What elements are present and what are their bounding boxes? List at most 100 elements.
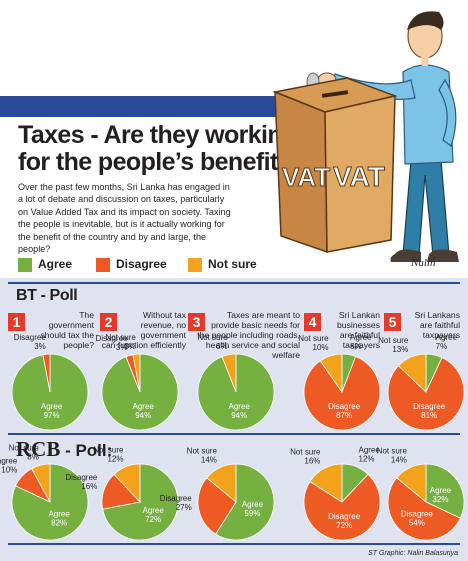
pie-value-disagree: 72% <box>336 521 352 530</box>
pie-label-disagree: Disagree <box>328 512 361 521</box>
pie-value-agree: 6% <box>350 342 362 351</box>
pie-value-disagree: 10% <box>1 465 17 474</box>
pie-value-disagree: 16% <box>81 482 97 491</box>
pie-value-disagree: 27% <box>176 503 192 512</box>
vat-label-left: VAT <box>282 162 330 192</box>
pie-label-agree: Agree <box>133 402 155 411</box>
pie-slice-not-sure <box>309 463 343 503</box>
pie-label-disagree: Disagree <box>0 456 18 465</box>
pie-label-agree: Agree <box>350 333 372 342</box>
legend: Agree Disagree Not sure <box>18 257 258 273</box>
legend-swatch-disagree <box>96 258 110 272</box>
pie-slice-disagree <box>387 477 461 541</box>
question-number-4: 4 <box>304 313 321 331</box>
pie-slice-not-sure <box>31 463 51 503</box>
pie-value-not-sure: 14% <box>391 455 407 464</box>
pie-slice-agree <box>215 463 275 541</box>
pie-label-agree: Agree <box>142 506 164 515</box>
banner-suffix: Poll: <box>74 3 110 20</box>
question-1: 1 The government should tax the people? <box>8 310 94 356</box>
pie-slice-not-sure <box>397 353 427 393</box>
pie-value-not-sure: 14% <box>201 455 217 464</box>
pie-label-agree: Agree <box>41 402 63 411</box>
pie-value-disagree: 81% <box>421 411 437 420</box>
question-text-1: The government should tax the people? <box>40 310 94 350</box>
pie-value-agree: 97% <box>44 411 60 420</box>
pie-label-agree: Agree <box>359 445 381 454</box>
pie-label-not-sure: Not sure <box>197 333 228 342</box>
pie-slice-not-sure <box>319 353 343 394</box>
pie-slice-not-sure <box>206 463 237 503</box>
pie-label-disagree: Disagree <box>328 402 361 411</box>
pie-value-not-sure: 16% <box>304 457 320 466</box>
pie-value-agree: 12% <box>359 454 375 463</box>
question-number-1: 1 <box>8 313 25 331</box>
pie-value-agree: 7% <box>436 342 448 351</box>
graphic-credit: ST Graphic: Nalin Balasuriya <box>368 550 458 557</box>
pie-label-agree: Agree <box>430 486 452 495</box>
pie-value-not-sure: 13% <box>392 345 408 354</box>
pie-label-not-sure: Not sure <box>93 445 124 454</box>
rcb-poll-brand: RCB <box>16 437 61 461</box>
pie-label-agree: Agree <box>436 333 458 342</box>
pie-value-disagree: 87% <box>336 411 352 420</box>
pie-label-not-sure: Not sure <box>377 446 408 455</box>
pie-slice-disagree <box>303 355 381 431</box>
pie-value-not-sure: 3% <box>124 342 136 351</box>
legend-label-agree: Agree <box>38 257 73 271</box>
pie-label-agree: Agree <box>48 509 70 518</box>
pie-slice-disagree <box>42 353 51 393</box>
artist-signature: Nalin <box>410 257 436 269</box>
headline: Taxes - Are they working for the people’… <box>18 121 297 176</box>
pie-label-not-sure: Not sure <box>378 336 409 345</box>
pie-slice-not-sure <box>132 353 141 393</box>
question-text-3: Taxes are meant to provide basic needs fo… <box>197 310 300 360</box>
legend-swatch-agree <box>18 258 32 272</box>
pie-slice-not-sure <box>396 463 427 503</box>
pie-slice-disagree <box>197 477 237 535</box>
pie-value-disagree: 3% <box>116 343 128 352</box>
pie-slice-agree <box>425 463 465 519</box>
pie-label-not-sure: Not sure <box>187 446 218 455</box>
pie-label-disagree: Disagree <box>401 509 434 518</box>
legend-label-not-sure: Not sure <box>208 257 257 271</box>
pie-label-disagree: Disagree <box>14 333 47 342</box>
pie-label-agree: Agree <box>242 500 264 509</box>
pie-slice-not-sure <box>113 463 141 504</box>
cartoon-illustration: VAT VAT Nalin <box>272 11 459 269</box>
question-text-2: Without tax revenue, no government can func… <box>101 310 186 350</box>
banner-prefix: BT - <box>8 3 40 20</box>
question-number-5: 5 <box>384 313 401 331</box>
pie-slice-not-sure <box>221 353 237 393</box>
pie-value-not-sure: 10% <box>313 343 329 352</box>
pie-slice-disagree <box>303 473 381 541</box>
question-number-2: 2 <box>100 313 117 331</box>
question-5: 5 Sri Lankans are faithful taxpayers <box>384 310 460 356</box>
question-3: 3 Taxes are meant to provide basic needs … <box>188 310 300 360</box>
pie-value-agree: 32% <box>432 495 448 504</box>
question-2: 2 Without tax revenue, no government can fu… <box>100 310 186 356</box>
pie-value-not-sure: 12% <box>107 454 123 463</box>
question-4: 4 Sri Lankan businesses are faithful taxpay… <box>304 310 380 356</box>
vat-label-right: VAT <box>333 161 385 192</box>
pie-label-not-sure: Not sure <box>106 333 137 342</box>
pie-label-disagree: Disagree <box>65 473 98 482</box>
pie-value-disagree: 54% <box>409 518 425 527</box>
rcb-poll-suffix: - Poll: <box>60 441 113 460</box>
pie-value-not-sure: 6% <box>216 342 228 351</box>
pie-value-not-sure: 8% <box>27 453 39 462</box>
banner-title: BT - RCB Poll: <box>8 1 110 21</box>
pie-label-agree: Agree <box>229 402 251 411</box>
pie-value-agree: 59% <box>244 509 260 518</box>
divider-bottom <box>8 543 460 545</box>
